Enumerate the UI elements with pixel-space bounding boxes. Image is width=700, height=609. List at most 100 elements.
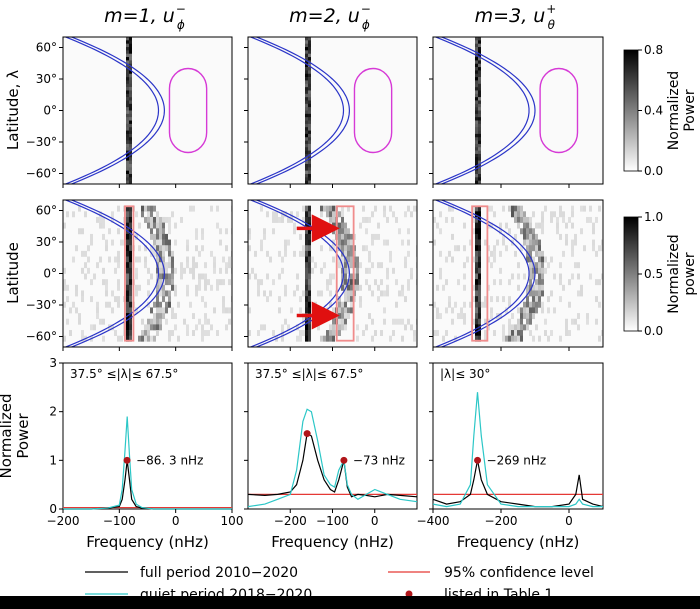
heatmap-cell: [565, 222, 568, 229]
heatmap-cell: [538, 262, 541, 269]
heatmap-cell: [559, 211, 562, 218]
heatmap-cell: [147, 211, 150, 218]
heatmap-cell: [305, 133, 308, 138]
heatmap-cell: [156, 239, 159, 246]
heatmap-cell: [308, 73, 311, 78]
heatmap-cell: [347, 256, 350, 263]
freq-tick-label: −100: [316, 514, 349, 528]
heatmap-cell: [192, 267, 195, 274]
heatmap-cell: [478, 284, 481, 291]
heatmap-cell: [341, 239, 344, 246]
heatmap-cell: [216, 222, 219, 229]
heatmap-cell: [186, 290, 189, 297]
heatmap-cell: [517, 211, 520, 218]
heatmap-cell: [404, 211, 407, 218]
latitude-range-annotation: |λ|≤ 30°: [440, 367, 490, 381]
heatmap-cell: [260, 245, 263, 252]
heatmap-cell: [150, 245, 153, 252]
heatmap-cell: [478, 150, 481, 155]
heatmap-cell: [183, 318, 186, 325]
heatmap-cell: [195, 228, 198, 235]
heatmap-cell: [129, 205, 132, 212]
heatmap-cell: [105, 290, 108, 297]
heatmap-cell: [529, 239, 532, 246]
heatmap-cell: [186, 324, 189, 331]
heatmap-cell: [475, 83, 478, 88]
heatmap-cell: [156, 211, 159, 218]
heatmap-cell: [284, 250, 287, 257]
heatmap-cell: [108, 228, 111, 235]
heatmap-cell: [216, 279, 219, 286]
heatmap-cell: [251, 267, 254, 274]
heatmap-cell: [526, 239, 529, 246]
colorbar-label-line: Power: [682, 89, 698, 132]
heatmap-cell: [601, 330, 603, 336]
heatmap-cell: [105, 245, 108, 252]
row-label-bottom-line: Normalized: [0, 393, 15, 478]
heatmap-cell: [186, 262, 189, 269]
heatmap-cell: [478, 40, 481, 44]
heatmap-cell: [305, 205, 308, 212]
heatmap-cell: [204, 318, 207, 325]
heatmap-cell: [571, 245, 574, 252]
heatmap-cell: [305, 137, 308, 141]
heatmap-cell: [305, 177, 308, 181]
colorbar-label: Normalized power: [666, 234, 698, 313]
heatmap-cell: [475, 100, 478, 105]
heatmap-cell: [305, 307, 308, 314]
heatmap-cell: [442, 335, 445, 342]
heatmap-cell: [475, 120, 478, 125]
heatmap-cell: [114, 267, 117, 274]
heatmap-cell: [305, 113, 308, 118]
heatmap-cell: [326, 205, 329, 212]
heatmap-cell: [308, 170, 311, 175]
heatmap-cell: [574, 239, 577, 246]
heatmap-cell: [517, 324, 520, 331]
heatmap-cell: [344, 267, 347, 274]
heatmap-cell: [478, 262, 481, 269]
heatmap-cell: [356, 256, 359, 263]
heatmap-cell: [478, 113, 481, 118]
heatmap-cell: [192, 205, 195, 212]
heatmap-cell: [308, 335, 311, 342]
heatmap-cell: [126, 37, 129, 41]
heatmap-cell: [475, 180, 478, 184]
heatmap-cell: [278, 216, 281, 223]
heatmap-cell: [308, 77, 311, 81]
heatmap-cell: [541, 222, 544, 229]
heatmap-cell: [377, 262, 380, 269]
heatmap-cell: [144, 335, 147, 342]
dispersion-curve-2: [250, 37, 345, 184]
heatmap-cell: [165, 307, 168, 314]
heatmap-cell: [589, 205, 592, 212]
heatmap-cell: [195, 290, 198, 297]
heatmap-cell: [323, 335, 326, 342]
heatmap-cell: [129, 127, 132, 131]
heatmap-cell: [386, 273, 389, 280]
heatmap-cell: [520, 211, 523, 218]
heatmap-cell: [601, 239, 603, 246]
heatmap-cell: [341, 205, 344, 212]
row-label-middle: Latitude: [4, 242, 22, 304]
heatmap-cell: [126, 137, 129, 141]
heatmap-cell: [162, 273, 165, 280]
heatmap-cell: [356, 324, 359, 331]
heatmap-cell: [478, 170, 481, 175]
heatmap-cell: [520, 318, 523, 325]
heatmap-cell: [350, 307, 353, 314]
heatmap-cell: [66, 284, 69, 291]
heatmap-cell: [329, 273, 332, 280]
heatmap-cell: [126, 140, 129, 145]
heatmap-cell: [407, 318, 410, 325]
heatmap-cell: [559, 262, 562, 269]
heatmap-cell: [165, 216, 168, 223]
heatmap-cell: [550, 290, 553, 297]
heatmap-cell: [198, 273, 201, 280]
heatmap-cell: [475, 63, 478, 68]
heatmap-cell: [165, 273, 168, 280]
heatmap-cell: [532, 211, 535, 218]
heatmap-cell: [96, 216, 99, 223]
freq-tick-label: −100: [103, 514, 136, 528]
heatmap-cell: [228, 262, 231, 269]
heatmap-cell: [126, 103, 129, 108]
